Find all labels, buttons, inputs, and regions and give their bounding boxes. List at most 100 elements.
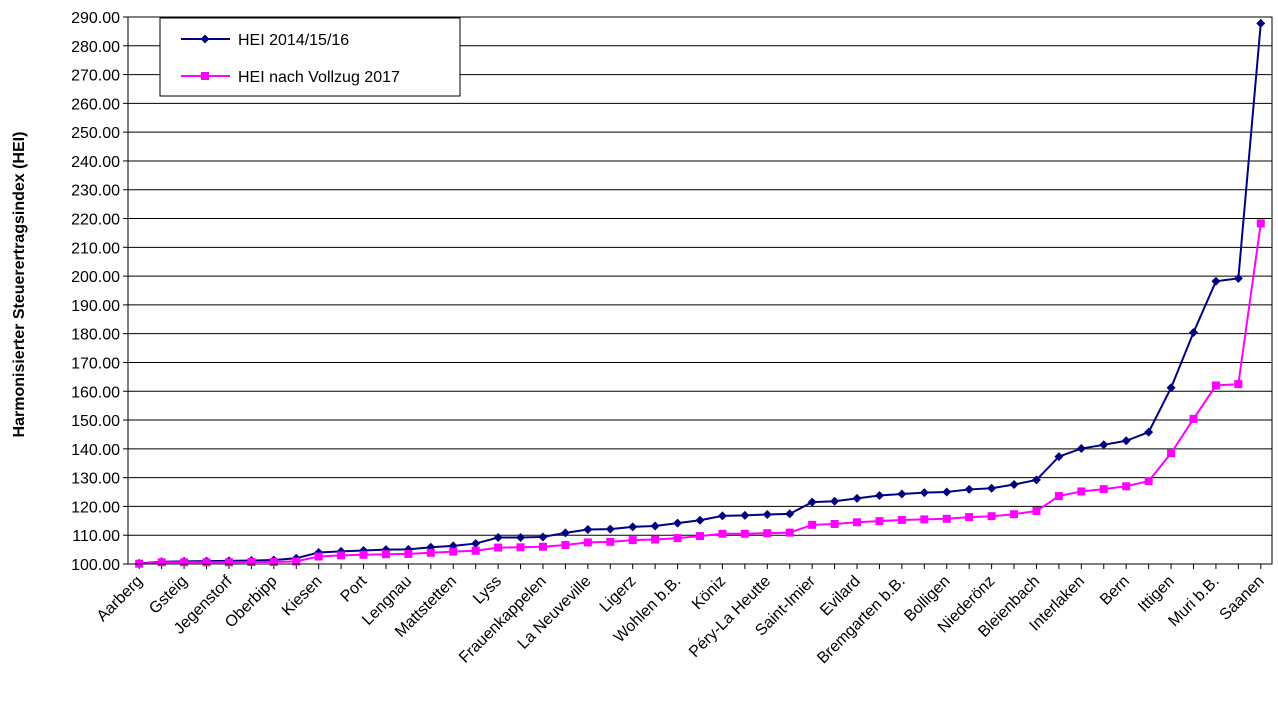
data-point [1009,480,1019,490]
data-point [1121,436,1131,446]
data-point [224,558,233,567]
gridlines [128,16,1272,565]
data-point [157,558,166,567]
data-point [1054,492,1063,501]
data-point [404,549,413,558]
data-point [471,539,481,549]
y-tick-label: 100.00 [71,557,120,574]
data-point [1122,482,1131,491]
y-tick-label: 160.00 [71,384,120,401]
data-point [942,487,952,497]
data-point [471,546,480,555]
data-point [1077,487,1086,496]
data-point [897,489,907,499]
data-point [1188,328,1198,338]
y-tick-label: 260.00 [71,96,120,113]
legend-marker-shape [200,34,210,44]
data-point [1076,444,1086,454]
y-tick-label: 220.00 [71,212,120,229]
data-point [718,529,727,538]
data-point [673,518,683,528]
legend-marker-shape [201,72,209,80]
y-tick-label: 230.00 [71,183,120,200]
data-point [292,557,301,566]
data-point [808,520,817,529]
data-point [337,551,346,560]
data-point [717,511,727,521]
data-point [965,513,974,522]
legend: HEI 2014/15/16 HEI nach Vollzug 2017 [159,17,461,97]
data-point [785,509,795,519]
data-point [830,519,839,528]
data-point [426,548,435,557]
data-point [493,533,503,543]
y-tick-label: 210.00 [71,240,120,257]
data-point [740,529,749,538]
data-point [650,521,660,531]
y-tick-label: 130.00 [71,471,120,488]
legend-box [159,17,461,97]
data-point [628,536,637,545]
data-point [560,528,570,538]
data-point [785,528,794,537]
data-point [651,535,660,544]
data-point [1256,219,1265,228]
data-point [874,490,884,500]
y-tick-label: 120.00 [71,499,120,516]
y-tick-label: 200.00 [71,269,120,286]
legend-label-series-1: HEI 2014/15/16 [238,32,349,49]
data-point [494,543,503,552]
legend-marker-series-2 [201,72,209,80]
data-point [1233,273,1243,283]
data-point [359,550,368,559]
y-tick-label: 180.00 [71,327,120,344]
data-point [381,550,390,559]
data-point [1256,18,1266,28]
data-point [538,532,548,542]
y-tick-label: 140.00 [71,442,120,459]
data-point [202,558,211,567]
data-point [583,538,592,547]
data-point [1010,510,1019,519]
data-point [561,540,570,549]
data-point [247,557,256,566]
data-point [269,557,278,566]
data-point [1144,427,1154,437]
data-point [830,496,840,506]
y-tick-label: 110.00 [72,528,120,545]
data-point [1054,452,1064,462]
data-point [1189,414,1198,423]
data-point [852,493,862,503]
y-tick-label: 290.00 [71,10,120,27]
data-point [180,558,189,567]
data-point [696,532,704,541]
data-point [606,537,615,546]
data-point [740,510,750,520]
data-point [1211,381,1220,390]
y-tick-label: 250.00 [71,125,120,142]
plot-area-border [127,16,1273,565]
data-point [1099,485,1108,494]
data-point [853,518,862,527]
legend-marker-series-1 [200,34,210,44]
data-point [964,484,974,494]
data-point [516,533,526,543]
data-point [628,522,638,532]
data-point [1032,507,1041,516]
y-tick-label: 240.00 [71,154,120,171]
y-tick-label: 280.00 [71,39,120,56]
y-tick-label: 190.00 [71,298,120,315]
data-point [807,497,817,507]
data-point [919,488,929,498]
data-point [762,509,772,519]
data-point [605,524,615,534]
data-point [538,542,547,551]
data-point [897,515,906,524]
data-point [942,514,951,523]
data-point [695,515,705,525]
data-point [1144,477,1153,486]
data-point [1167,449,1176,458]
data-point [987,512,996,521]
data-point [516,543,525,552]
